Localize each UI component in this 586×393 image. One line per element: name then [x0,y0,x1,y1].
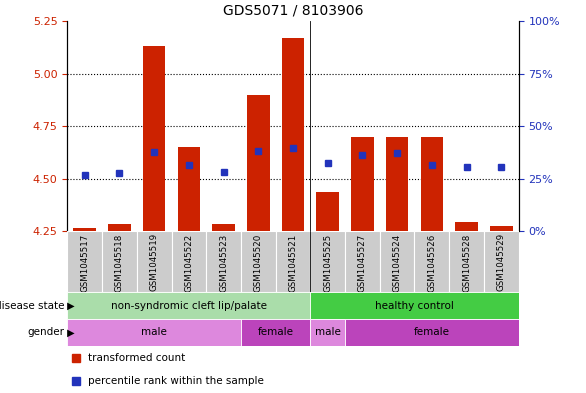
Bar [102,231,137,292]
Text: male: male [315,327,340,338]
Bar [67,231,102,292]
Text: GSM1045517: GSM1045517 [80,233,89,292]
Bar [108,224,131,231]
Bar [241,319,311,346]
Text: GSM1045526: GSM1045526 [427,233,437,292]
Text: GSM1045518: GSM1045518 [115,233,124,292]
Bar [212,224,235,231]
Bar [67,319,241,346]
Text: GSM1045525: GSM1045525 [323,233,332,292]
Bar [206,231,241,292]
Text: healthy control: healthy control [375,301,454,311]
Text: male: male [141,327,167,338]
Bar [386,137,408,231]
Text: disease state: disease state [0,301,64,311]
Text: GSM1045529: GSM1045529 [497,233,506,292]
Text: GSM1045520: GSM1045520 [254,233,263,292]
Bar [143,46,165,231]
Text: GSM1045522: GSM1045522 [185,233,193,292]
Bar [275,231,311,292]
Text: percentile rank within the sample: percentile rank within the sample [88,376,264,386]
Text: ▶: ▶ [64,301,75,311]
Bar [73,228,96,231]
Text: transformed count: transformed count [88,353,185,363]
Text: GSM1045519: GSM1045519 [149,233,159,292]
Bar [241,231,275,292]
Bar [351,137,374,231]
Bar [282,38,304,231]
Bar [421,137,443,231]
Bar [67,292,311,319]
Bar [316,191,339,231]
Bar [484,231,519,292]
Bar [311,319,345,346]
Bar [380,231,414,292]
Bar [311,292,519,319]
Bar [247,95,270,231]
Text: gender: gender [28,327,64,338]
Text: GSM1045527: GSM1045527 [358,233,367,292]
Bar [178,147,200,231]
Bar [345,231,380,292]
Title: GDS5071 / 8103906: GDS5071 / 8103906 [223,3,363,17]
Bar [490,226,513,231]
Text: GSM1045524: GSM1045524 [393,233,401,292]
Text: ▶: ▶ [64,327,75,338]
Text: female: female [414,327,450,338]
Bar [345,319,519,346]
Bar [137,231,172,292]
Text: non-syndromic cleft lip/palate: non-syndromic cleft lip/palate [111,301,267,311]
Bar [311,231,345,292]
Bar [172,231,206,292]
Text: GSM1045528: GSM1045528 [462,233,471,292]
Text: female: female [258,327,294,338]
Bar [449,231,484,292]
Bar [414,231,449,292]
Bar [455,222,478,231]
Text: GSM1045521: GSM1045521 [288,233,298,292]
Text: GSM1045523: GSM1045523 [219,233,228,292]
